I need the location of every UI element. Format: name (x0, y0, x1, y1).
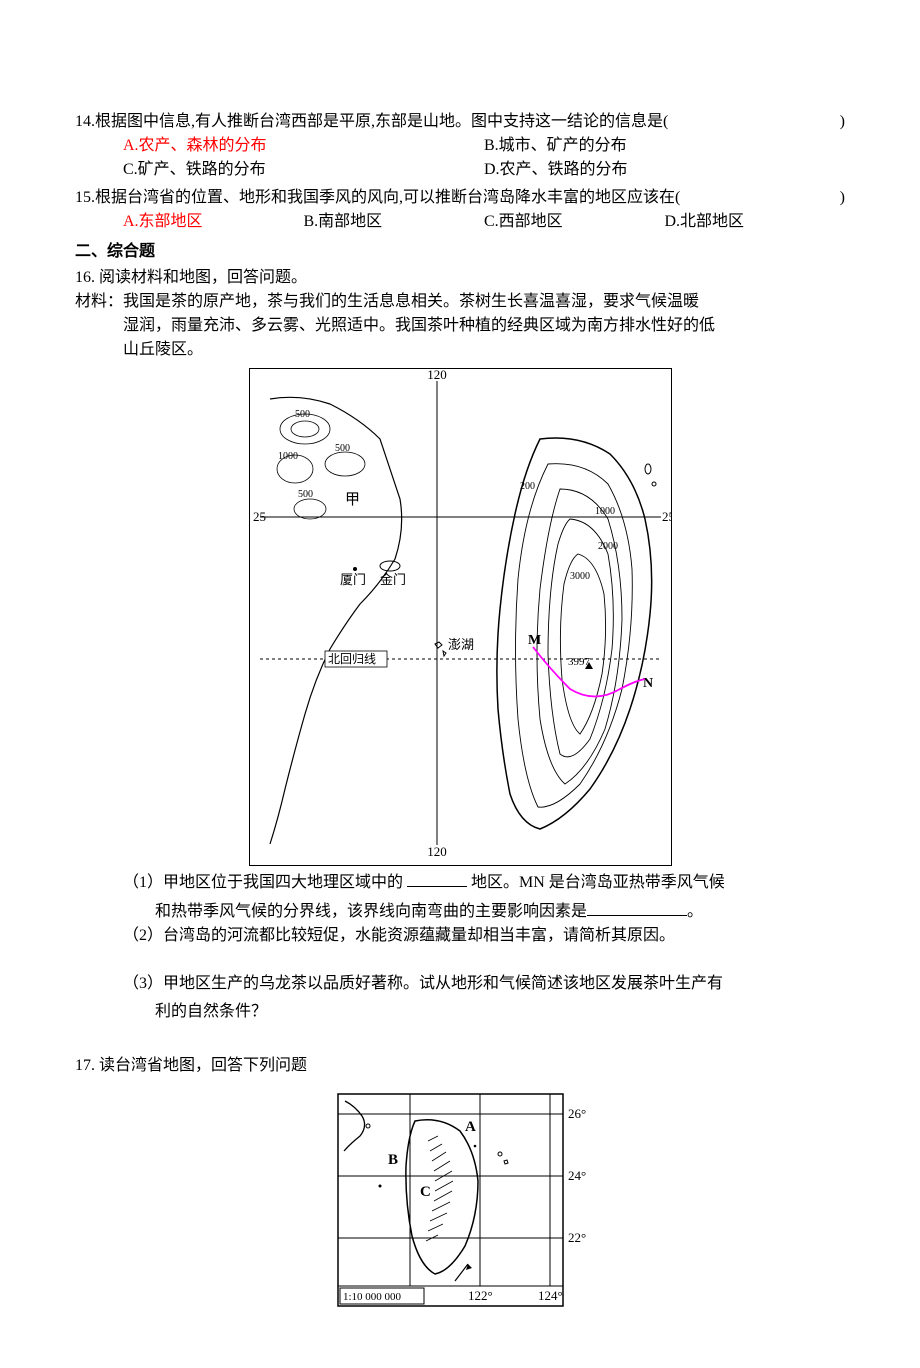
svg-text:3000: 3000 (570, 571, 590, 582)
q16-sub1-a: （1）甲地区位于我国四大地理区域中的 (123, 874, 403, 891)
map1-jia: 甲 (345, 492, 360, 508)
q17-stem: 17. 读台湾省地图，回答下列问题 (75, 1054, 845, 1078)
section-2-header: 二、综合题 (75, 240, 845, 264)
q16-material-line3: 山丘陵区。 (75, 338, 845, 362)
svg-text:500: 500 (295, 409, 310, 420)
map1-lon-bot: 120 (427, 844, 447, 857)
q14-option-b: B.城市、矿产的分布 (484, 134, 845, 158)
map-1-box: 120 120 25 25 500 500 (249, 368, 672, 866)
map1-peak: 3997 (568, 656, 591, 668)
q14-options-row1: A.农产、森林的分布 B.城市、矿产的分布 (75, 134, 845, 158)
q14-options-row2: C.矿产、铁路的分布 D.农产、铁路的分布 (75, 158, 845, 182)
q16-sub1-line2: 和热带季风气候的分界线，该界线向南弯曲的主要影响因素是。 (75, 899, 845, 924)
q16-sub1-b-start: 地区。MN 是台湾岛亚热带季风气候 (471, 874, 725, 891)
svg-text:500: 500 (298, 489, 313, 500)
q16-sub1: （1）甲地区位于我国四大地理区域中的 地区。MN 是台湾岛亚热带季风气候 (75, 870, 845, 895)
q16-sub3-line2: 利的自然条件？ (75, 1000, 845, 1024)
q15-option-a: A.东部地区 (123, 210, 304, 234)
q16-sub1-c: 。 (687, 903, 703, 920)
q16-sub1-blank1[interactable] (407, 870, 467, 887)
q16-sub3: （3）甲地区生产的乌龙茶以品质好著称。试从地形和气候简述该地区发展茶叶生产有 (75, 972, 845, 996)
q16-sub2: （2）台湾岛的河流都比较短促，水能资源蕴藏量却相当丰富，请简析其原因。 (75, 924, 845, 948)
map1-lat-left: 25 (253, 509, 266, 524)
map2-a: A (465, 1119, 476, 1135)
q15-option-c: C.西部地区 (484, 210, 665, 234)
map2-b: B (388, 1152, 398, 1168)
map1-penghu: 澎湖 (448, 637, 474, 652)
q16-intro: 16. 阅读材料和地图，回答问题。 (75, 266, 845, 290)
map1-m: M (528, 633, 541, 648)
map2-lat22: 22° (568, 1230, 586, 1245)
map2-scale: 1:10 000 000 (343, 1291, 402, 1303)
q14-stem: 14. 根据图中信息,有人推断台湾西部是平原,东部是山地。图中支持这一结论的信息… (75, 110, 845, 134)
map2-lat24: 24° (568, 1168, 586, 1183)
map2-lon122: 122° (468, 1288, 493, 1303)
svg-text:500: 500 (335, 443, 350, 454)
map2-lon124: 124° (538, 1288, 563, 1303)
q17-text: 读台湾省地图，回答下列问题 (95, 1057, 307, 1074)
q14-text: 根据图中信息,有人推断台湾西部是平原,东部是山地。图中支持这一结论的信息是( (95, 110, 820, 134)
svg-text:1000: 1000 (278, 451, 298, 462)
q16-number: 16. (75, 269, 95, 286)
svg-text:1000: 1000 (595, 506, 615, 517)
svg-text:2000: 2000 (598, 541, 618, 552)
q17-number: 17. (75, 1057, 95, 1074)
q16-intro-text: 阅读材料和地图，回答问题。 (95, 269, 307, 286)
q15-option-d: D.北部地区 (665, 210, 846, 234)
q16-material-label: 材料： (75, 293, 123, 310)
map1-lat-right: 25 (662, 509, 671, 524)
question-15: 15. 根据台湾省的位置、地形和我国季风的风向,可以推断台湾岛降水丰富的地区应该… (75, 186, 845, 234)
q14-paren: ) (820, 110, 845, 134)
q15-text: 根据台湾省的位置、地形和我国季风的风向,可以推断台湾岛降水丰富的地区应该在( (95, 186, 820, 210)
map1-lon-top: 120 (427, 369, 447, 382)
q14-number: 14. (75, 110, 95, 134)
q16-material-text-start: 我国是茶的原产地，茶与我们的生活息息相关。茶树生长喜温喜湿，要求气候温暖 (123, 293, 699, 310)
q16-sub2-answer-space (75, 952, 845, 972)
map-2-container: 26° 24° 22° 120° 122° 124° 1:10 000 000 (320, 1086, 600, 1324)
map-2-svg: 26° 24° 22° 120° 122° 124° 1:10 000 000 (320, 1086, 600, 1316)
q15-paren: ) (820, 186, 845, 210)
q14-option-c: C.矿产、铁路的分布 (123, 158, 484, 182)
q16-material: 材料：我国是茶的原产地，茶与我们的生活息息相关。茶树生长喜温喜湿，要求气候温暖 (75, 290, 845, 314)
q15-number: 15. (75, 186, 95, 210)
q16-material-line2: 湿润，雨量充沛、多云雾、光照适中。我国茶叶种植的经典区域为南方排水性好的低 (75, 314, 845, 338)
q16-sub1-blank2[interactable] (587, 899, 687, 916)
q14-option-a: A.农产、森林的分布 (123, 134, 484, 158)
map1-xiamen: 厦门 (340, 572, 366, 587)
question-16: 16. 阅读材料和地图，回答问题。 材料：我国是茶的原产地，茶与我们的生活息息相… (75, 266, 845, 1024)
q15-option-b: B.南部地区 (304, 210, 485, 234)
q15-options: A.东部地区 B.南部地区 C.西部地区 D.北部地区 (75, 210, 845, 234)
map1-tropic: 北回归线 (328, 652, 376, 666)
map-1-svg: 120 120 25 25 500 500 (250, 369, 671, 857)
map-1-container: 120 120 25 25 500 500 (249, 368, 672, 866)
question-17: 17. 读台湾省地图，回答下列问题 26° 24° 22° (75, 1054, 845, 1324)
svg-text:200: 200 (520, 481, 535, 492)
q14-option-d: D.农产、铁路的分布 (484, 158, 845, 182)
map2-c: C (420, 1184, 431, 1200)
map1-jinmen: 金门 (380, 572, 406, 587)
question-14: 14. 根据图中信息,有人推断台湾西部是平原,东部是山地。图中支持这一结论的信息… (75, 110, 845, 182)
map2-lat26: 26° (568, 1106, 586, 1121)
q15-stem: 15. 根据台湾省的位置、地形和我国季风的风向,可以推断台湾岛降水丰富的地区应该… (75, 186, 845, 210)
